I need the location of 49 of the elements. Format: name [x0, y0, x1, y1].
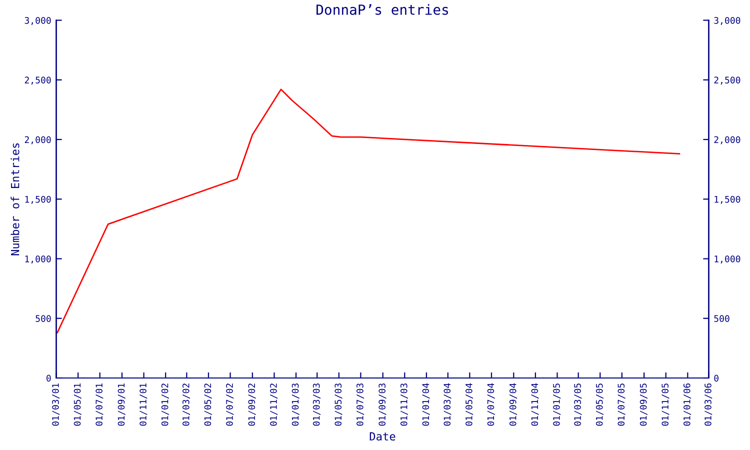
x-tick-label: 01/05/03 [334, 384, 342, 426]
y-tick-label: 1,000 [25, 256, 51, 264]
x-tick-label: 01/11/05 [662, 384, 670, 426]
y2-tick-label: 3,000 [714, 17, 740, 25]
x-tick-label: 01/11/03 [400, 384, 408, 426]
x-tick-label: 01/07/03 [356, 384, 364, 426]
y2-tick-label: 500 [714, 315, 730, 322]
x-tick-label: 01/11/04 [531, 383, 539, 426]
x-tick-label: 01/01/03 [292, 384, 300, 426]
x-tick-label: 01/05/05 [596, 384, 604, 426]
x-tick-label: 01/03/05 [574, 384, 582, 426]
chart-title: DonnaP’s entries [316, 4, 448, 15]
y-tick-label: 1,500 [25, 196, 51, 204]
y-tick-label: 3,000 [24, 17, 51, 25]
x-tick-label: 01/03/03 [312, 384, 320, 426]
x-tick-label: 01/09/03 [378, 384, 386, 426]
y2-tick-label: 1,500 [714, 196, 740, 204]
x-tick-label: 01/05/01 [74, 383, 82, 426]
x-tick-label: 01/03/02 [182, 384, 190, 426]
line-series [56, 88, 680, 334]
x-tick-label: 01/07/05 [618, 384, 626, 426]
x-axis-title: Date [370, 432, 396, 441]
y2-tick-label: 2,000 [714, 136, 740, 144]
x-tick-label: 01/09/04 [509, 383, 517, 426]
x-tick-label: 01/07/02 [226, 384, 234, 426]
y-tick-label: 500 [36, 315, 51, 322]
x-tick-label: 01/07/01 [96, 383, 104, 426]
y2-tick-label: 2,500 [714, 76, 740, 85]
x-tick-label: 01/11/01 [140, 383, 148, 426]
x-tick-label: 01/01/05 [553, 384, 561, 426]
x-tick-label: 01/01/04 [422, 383, 430, 426]
x-tick-label: 01/03/06 [704, 383, 712, 426]
x-tick-label: 01/09/05 [640, 384, 648, 426]
x-tick-label: 01/11/02 [270, 384, 278, 426]
x-tick-label: 01/07/04 [487, 383, 495, 426]
y-tick-label: 2,000 [24, 136, 51, 144]
x-tick-label: 01/09/01 [118, 383, 126, 426]
y2-tick-label: 1,000 [714, 256, 740, 264]
x-tick-label: 01/03/04 [444, 383, 452, 426]
x-tick-label: 01/01/02 [161, 384, 169, 426]
x-tick-label: 01/05/02 [204, 384, 212, 426]
y-axis-title: Number of Entries [10, 143, 20, 256]
y-tick-label: 0 [46, 374, 51, 382]
x-tick-label: 01/03/01 [52, 383, 60, 426]
x-tick-label: 01/09/02 [248, 384, 256, 426]
x-tick-label: 01/05/04 [466, 383, 474, 426]
y2-tick-label: 0 [714, 374, 718, 382]
x-tick-label: 01/01/06 [683, 383, 692, 426]
y-tick-label: 2,500 [24, 76, 51, 85]
